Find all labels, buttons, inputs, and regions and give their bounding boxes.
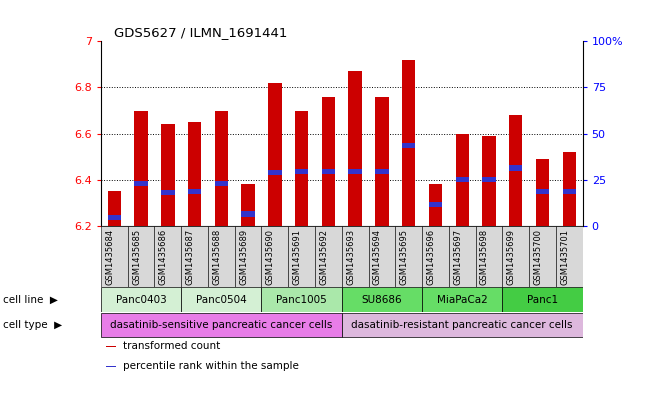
Text: GSM1435691: GSM1435691 — [293, 229, 301, 285]
Bar — [235, 226, 262, 287]
Text: GSM1435697: GSM1435697 — [453, 229, 462, 285]
Bar — [215, 110, 228, 226]
Bar — [422, 226, 449, 287]
Text: SU8686: SU8686 — [361, 295, 402, 305]
Text: MiaPaCa2: MiaPaCa2 — [437, 295, 488, 305]
Text: Panc1005: Panc1005 — [276, 295, 327, 305]
Text: GSM1435701: GSM1435701 — [561, 229, 569, 285]
Bar — [188, 122, 201, 226]
Text: GSM1435696: GSM1435696 — [426, 229, 436, 285]
Bar — [449, 226, 476, 287]
Bar — [107, 191, 121, 226]
Bar — [181, 287, 262, 312]
Text: transformed count: transformed count — [122, 341, 220, 351]
Bar — [348, 71, 362, 226]
Bar — [262, 226, 288, 287]
Bar — [322, 97, 335, 226]
Bar — [342, 313, 583, 338]
Bar — [342, 287, 422, 312]
Bar — [105, 346, 117, 347]
Text: GSM1435693: GSM1435693 — [346, 229, 355, 285]
Bar — [295, 110, 309, 226]
Bar — [215, 181, 228, 186]
Text: GSM1435695: GSM1435695 — [400, 229, 409, 285]
Bar — [188, 189, 201, 195]
Bar — [315, 226, 342, 287]
Text: GSM1435685: GSM1435685 — [132, 229, 141, 285]
Text: Panc0504: Panc0504 — [196, 295, 247, 305]
Text: GSM1435687: GSM1435687 — [186, 229, 195, 285]
Bar — [262, 287, 342, 312]
Bar — [482, 136, 495, 226]
Bar — [509, 115, 522, 226]
Text: cell type  ▶: cell type ▶ — [3, 320, 62, 330]
Bar — [395, 226, 422, 287]
Bar — [295, 169, 309, 174]
Bar — [556, 226, 583, 287]
Bar — [181, 226, 208, 287]
Text: GSM1435686: GSM1435686 — [159, 229, 168, 285]
Bar — [456, 134, 469, 226]
Bar — [536, 159, 549, 226]
Bar — [134, 181, 148, 186]
Text: GSM1435689: GSM1435689 — [239, 229, 248, 285]
Text: GSM1435698: GSM1435698 — [480, 229, 489, 285]
Bar — [268, 83, 281, 226]
Bar — [134, 110, 148, 226]
Text: GSM1435699: GSM1435699 — [506, 229, 516, 285]
Text: GSM1435688: GSM1435688 — [212, 229, 221, 285]
Bar — [154, 226, 181, 287]
Bar — [402, 60, 415, 226]
Bar — [101, 287, 181, 312]
Bar — [503, 226, 529, 287]
Bar — [375, 97, 389, 226]
Text: dasatinib-resistant pancreatic cancer cells: dasatinib-resistant pancreatic cancer ce… — [352, 320, 573, 330]
Bar — [242, 184, 255, 226]
Bar — [128, 226, 154, 287]
Text: percentile rank within the sample: percentile rank within the sample — [122, 361, 298, 371]
Text: GSM1435690: GSM1435690 — [266, 229, 275, 285]
Bar — [101, 226, 128, 287]
Text: Panc1: Panc1 — [527, 295, 558, 305]
Bar — [422, 287, 503, 312]
Bar — [536, 189, 549, 195]
Bar — [562, 189, 576, 195]
Bar — [242, 211, 255, 217]
Bar — [429, 184, 442, 226]
Bar — [476, 226, 503, 287]
Text: GSM1435684: GSM1435684 — [105, 229, 115, 285]
Bar — [161, 124, 174, 226]
Bar — [101, 313, 342, 338]
Bar — [208, 226, 235, 287]
Bar — [368, 226, 395, 287]
Bar — [529, 226, 556, 287]
Bar — [268, 170, 281, 175]
Bar — [509, 165, 522, 171]
Text: GSM1435692: GSM1435692 — [320, 229, 328, 285]
Text: GSM1435700: GSM1435700 — [534, 229, 542, 285]
Bar — [105, 366, 117, 367]
Bar — [348, 169, 362, 174]
Bar — [429, 202, 442, 207]
Bar — [161, 190, 174, 195]
Bar — [288, 226, 315, 287]
Text: cell line  ▶: cell line ▶ — [3, 295, 58, 305]
Bar — [322, 169, 335, 174]
Bar — [107, 215, 121, 220]
Bar — [562, 152, 576, 226]
Bar — [375, 169, 389, 174]
Text: GDS5627 / ILMN_1691441: GDS5627 / ILMN_1691441 — [114, 26, 287, 39]
Bar — [342, 226, 368, 287]
Bar — [402, 143, 415, 148]
Text: Panc0403: Panc0403 — [116, 295, 167, 305]
Text: GSM1435694: GSM1435694 — [373, 229, 382, 285]
Bar — [456, 177, 469, 182]
Text: dasatinib-sensitive pancreatic cancer cells: dasatinib-sensitive pancreatic cancer ce… — [110, 320, 333, 330]
Bar — [503, 287, 583, 312]
Bar — [482, 177, 495, 182]
